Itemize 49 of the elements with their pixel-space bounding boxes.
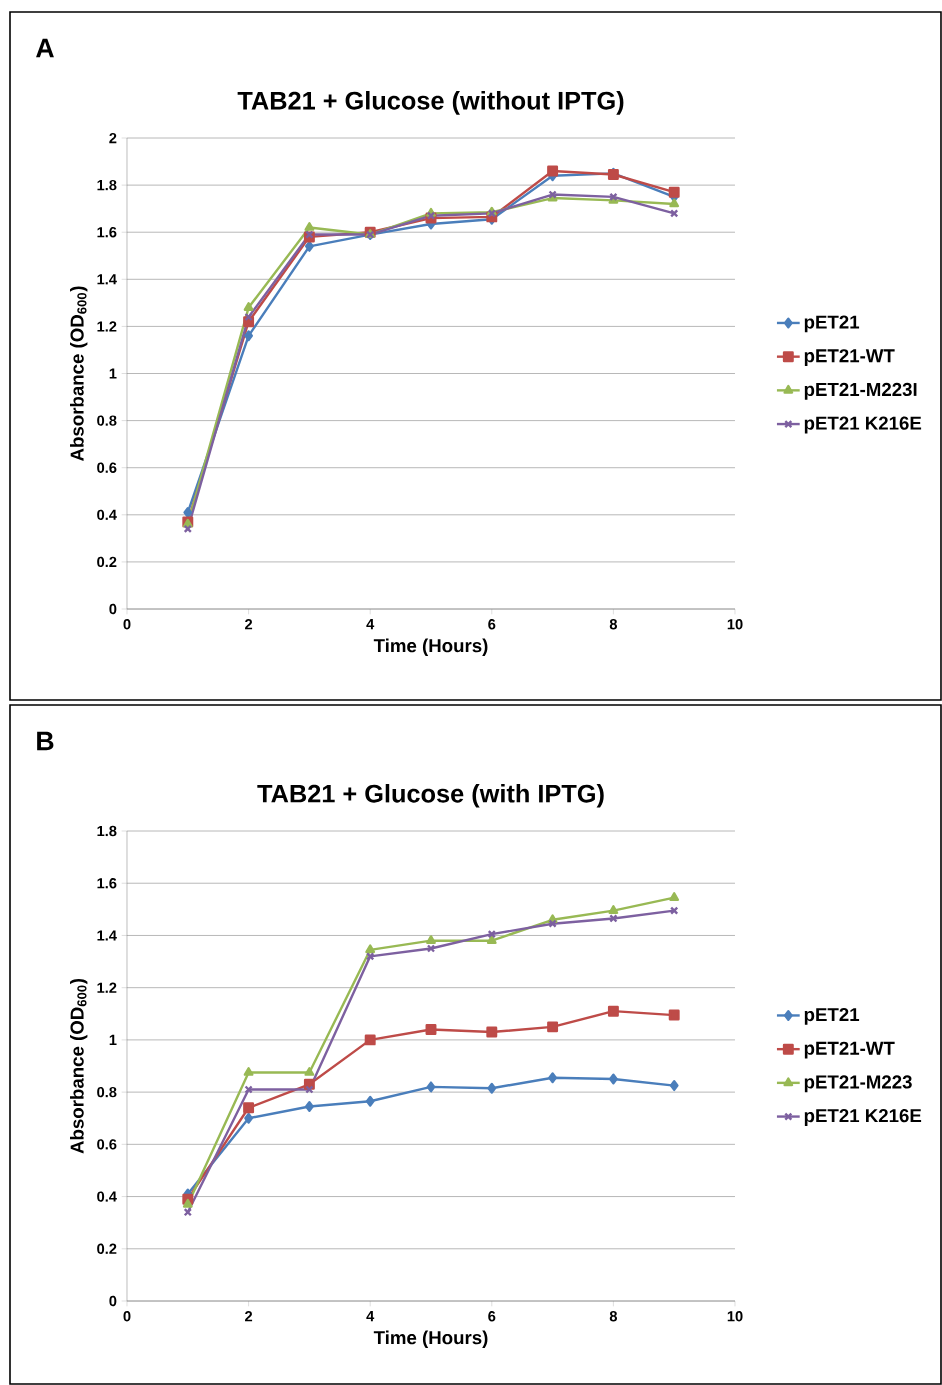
y-tick-label: 1.6 (97, 227, 117, 238)
y-tick-label: 0.8 (97, 1086, 117, 1098)
legend-label: pET21-WT (804, 1041, 895, 1059)
chart-title: TAB21 + Glucose (without IPTG) (237, 91, 624, 115)
y-tick-label: 0.6 (97, 1139, 117, 1150)
y-tick-label: 0.4 (97, 509, 117, 520)
legend-label: pET21-M223I (804, 382, 917, 400)
y-tick-label: 1 (109, 1034, 117, 1045)
legend-label: pET21 (804, 315, 860, 333)
x-tick-label: 2 (245, 1311, 253, 1322)
y-tick-label: 0.4 (97, 1191, 117, 1202)
x-tick-label: 6 (488, 1311, 496, 1322)
x-tick-label: 6 (488, 619, 496, 630)
legend-label: pET21-M223 (804, 1075, 912, 1093)
y-tick-label: 1.2 (97, 982, 117, 993)
y-tick-label: 1.8 (97, 179, 117, 191)
y-tick-label: 1.2 (97, 321, 117, 332)
y-axis-title: Absorbance (OD$_{600}$) (70, 286, 88, 462)
y-tick-label: 0.6 (97, 462, 117, 473)
x-axis-title: Time (Hours) (373, 638, 488, 656)
text: A (36, 38, 54, 58)
x-tick-label: 4 (366, 619, 375, 630)
y-tick-label: 0 (109, 603, 117, 615)
x-tick-label: 2 (245, 619, 253, 630)
x-tick-label: 4 (366, 1311, 375, 1322)
x-tick-label: 10 (727, 1311, 743, 1322)
chart-title: TAB21 + Glucose (with IPTG) (257, 784, 604, 808)
x-tick-label: 8 (609, 619, 618, 630)
x-tick-label: 8 (609, 1311, 618, 1322)
y-tick-label: 1 (109, 368, 117, 379)
legend-label: pET21 (804, 1007, 860, 1025)
x-tick-label: 0 (123, 619, 131, 630)
y-tick-label: 0.8 (97, 415, 117, 426)
legend-label: pET21 K216E (804, 1109, 922, 1126)
y-tick-label: 1.4 (97, 274, 117, 285)
y-tick-label: 0.2 (97, 1243, 117, 1254)
y-tick-label: 0.2 (97, 556, 117, 568)
y-tick-label: 1.4 (97, 930, 117, 941)
x-axis-title: Time (Hours) (373, 1330, 488, 1348)
y-tick-label: 0 (109, 1295, 117, 1307)
y-axis-title: Absorbance (OD$_{600}$) (70, 978, 88, 1154)
x-tick-label: 10 (727, 619, 743, 630)
legend-label: pET21-WT (804, 349, 895, 367)
y-tick-label: 1.6 (97, 878, 117, 889)
legend-label: pET21 K216E (804, 416, 922, 434)
y-tick-label: 1.8 (97, 825, 117, 837)
x-tick-label: 0 (123, 1311, 131, 1322)
y-tick-label: 2 (109, 132, 117, 144)
text: B (37, 731, 54, 751)
